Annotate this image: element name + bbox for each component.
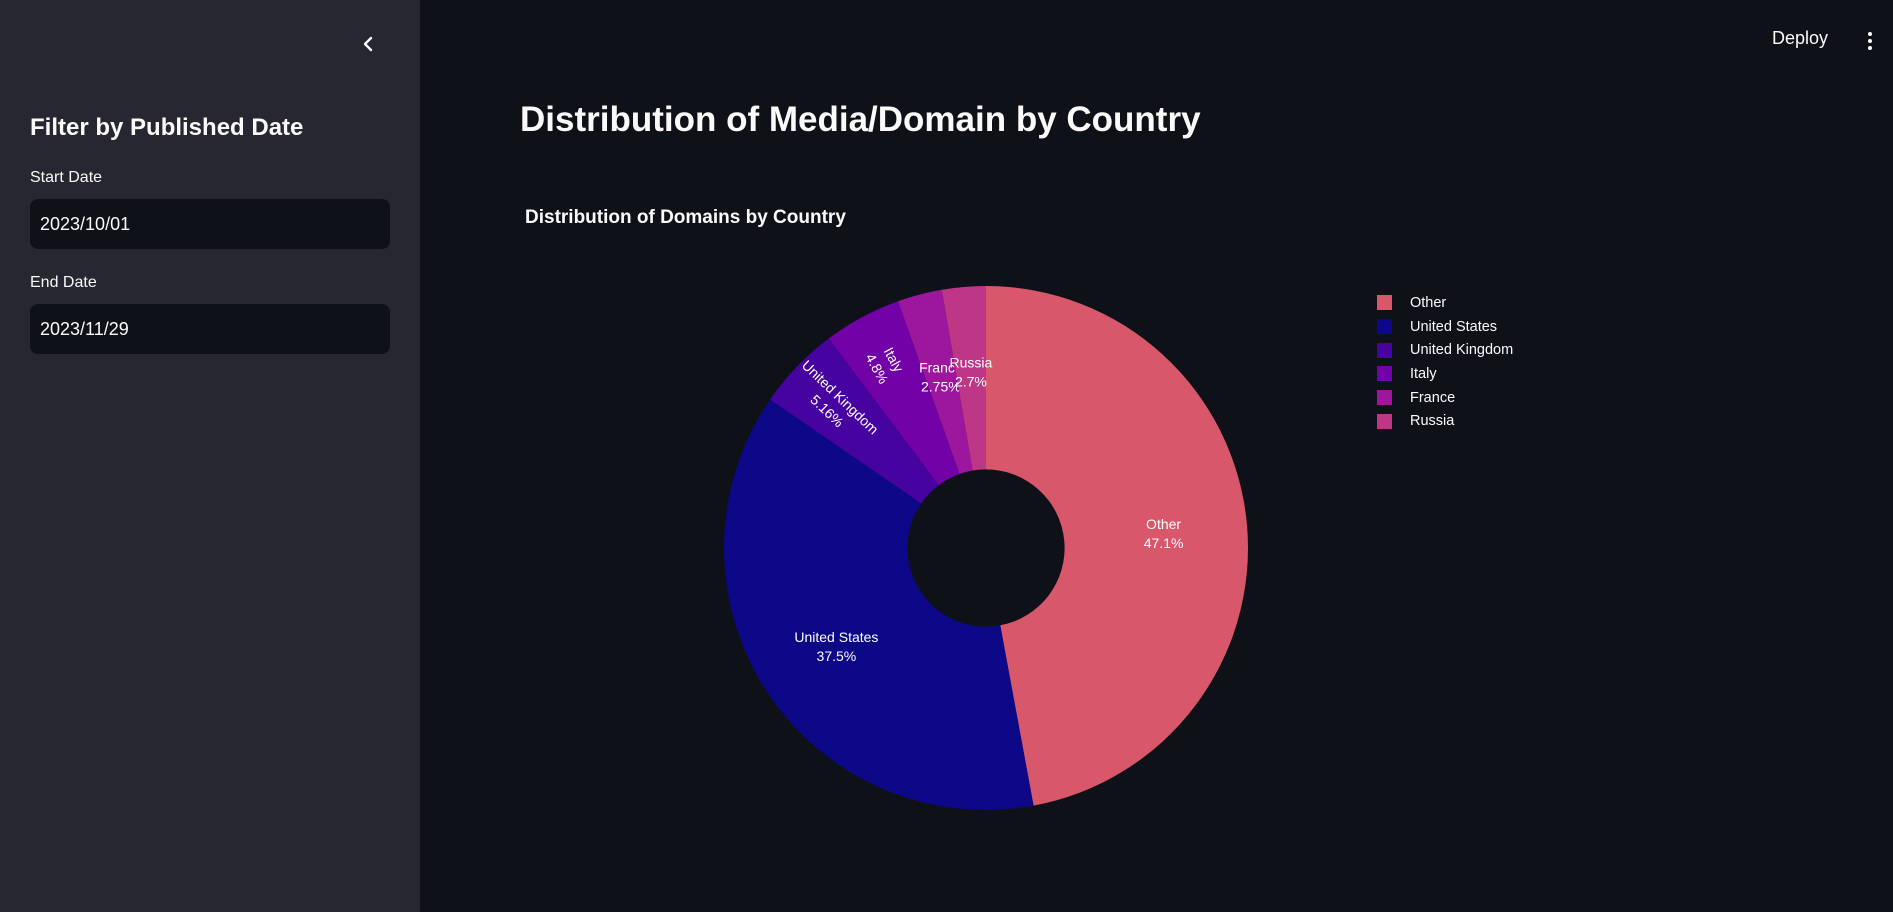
slice-label-name: France	[919, 360, 963, 376]
start-date-label: Start Date	[30, 169, 103, 186]
chart-legend: Other United States United Kingdom Italy Fra…	[1377, 291, 1513, 433]
legend-swatch	[1377, 366, 1392, 382]
slice-italy[interactable]	[828, 301, 960, 486]
slice-label-name: United States	[794, 629, 878, 645]
kebab-dot	[1868, 46, 1872, 50]
donut-chart: Distribution of Domains by Country Other…	[520, 165, 1520, 885]
slice-france[interactable]	[898, 289, 973, 474]
legend-swatch	[1377, 319, 1392, 335]
legend-item-united-kingdom[interactable]: United Kingdom	[1377, 338, 1513, 362]
legend-item-italy[interactable]: Italy	[1377, 362, 1513, 386]
slice-label-name: Other	[1146, 516, 1181, 532]
legend-item-united-states[interactable]: United States	[1377, 315, 1513, 339]
start-date-input[interactable]	[30, 199, 390, 249]
legend-label: United States	[1410, 318, 1498, 335]
chevron-left-icon	[363, 36, 373, 52]
slice-united-states[interactable]	[724, 399, 1034, 810]
slice-label-russia: Russia 2.7%	[949, 354, 992, 389]
deploy-button[interactable]: Deploy	[1772, 28, 1829, 48]
slice-label-percent: 2.7%	[955, 373, 987, 389]
slice-label-united-states: United States 37.5%	[794, 629, 878, 664]
legend-item-russia[interactable]: Russia	[1377, 409, 1513, 433]
slice-label-percent: 2.75%	[921, 379, 961, 395]
slice-united-kingdom[interactable]	[770, 338, 939, 504]
end-date-input[interactable]	[30, 304, 390, 354]
legend-swatch	[1377, 342, 1392, 358]
legend-item-other[interactable]: Other	[1377, 291, 1513, 315]
legend-item-france[interactable]: France	[1377, 386, 1513, 410]
legend-label: France	[1410, 389, 1456, 406]
kebab-dot	[1868, 39, 1872, 43]
legend-label: Other	[1410, 294, 1447, 311]
end-date-label: End Date	[30, 274, 97, 291]
collapse-sidebar-button[interactable]	[356, 30, 380, 58]
chart-title: Distribution of Domains by Country	[525, 207, 846, 228]
legend-swatch	[1377, 295, 1392, 311]
slice-label-percent: 47.1%	[1144, 535, 1184, 551]
sidebar-title: Filter by Published Date	[30, 114, 304, 141]
slice-label-percent: 37.5%	[817, 648, 857, 664]
main-menu-button[interactable]	[1860, 28, 1880, 54]
kebab-dot	[1868, 32, 1872, 36]
legend-label: Russia	[1410, 413, 1455, 430]
legend-swatch	[1377, 390, 1392, 406]
page-title: Distribution of Media/Domain by Country	[520, 100, 1201, 139]
sidebar: Filter by Published Date Start Date End …	[0, 0, 420, 912]
slice-other[interactable]	[986, 286, 1248, 806]
legend-label: Italy	[1410, 365, 1437, 382]
legend-swatch	[1377, 413, 1392, 429]
slice-label-name: Russia	[949, 354, 992, 370]
slice-label-france: France 2.75%	[919, 360, 963, 395]
slice-label-other: Other 47.1%	[1144, 516, 1184, 551]
slice-russia[interactable]	[941, 286, 986, 471]
legend-label: United Kingdom	[1410, 342, 1514, 359]
